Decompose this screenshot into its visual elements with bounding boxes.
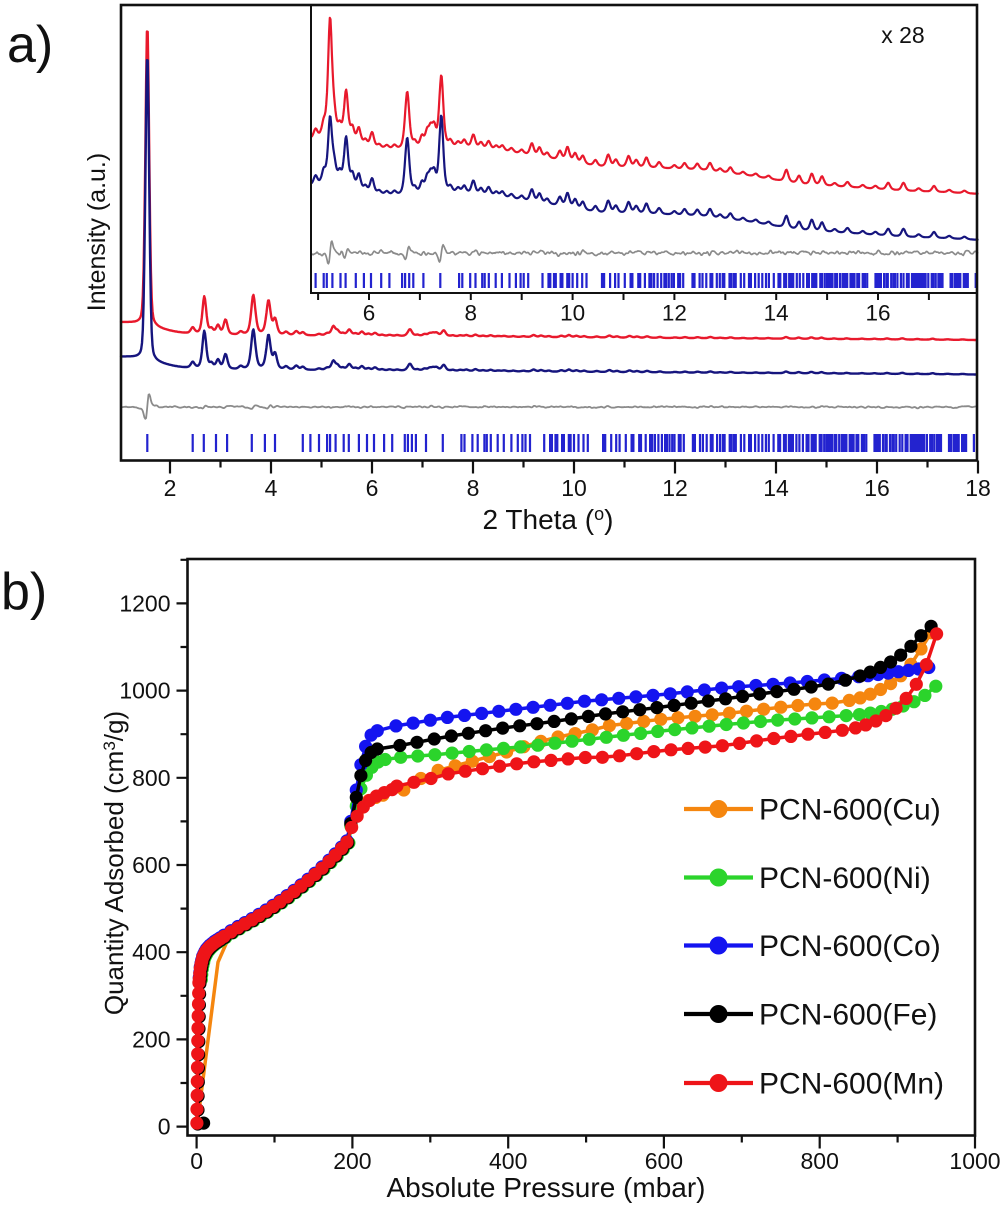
svg-text:0: 0 [158,1114,171,1140]
svg-text:18: 18 [965,475,991,501]
svg-text:1000: 1000 [119,678,170,704]
svg-text:x 28: x 28 [881,22,924,48]
svg-text:PCN-600(Fe): PCN-600(Fe) [759,999,937,1032]
svg-text:400: 400 [132,939,170,965]
svg-text:4: 4 [265,475,278,501]
svg-text:a): a) [7,16,53,74]
svg-text:400: 400 [489,1148,527,1174]
svg-text:2: 2 [164,475,177,501]
svg-text:PCN-600(Cu): PCN-600(Cu) [759,794,941,827]
svg-text:Quantity Adsorbed (cm3/g): Quantity Adsorbed (cm3/g) [99,711,129,1015]
svg-text:1000: 1000 [949,1148,1000,1174]
svg-text:200: 200 [132,1026,170,1052]
svg-text:14: 14 [764,301,789,326]
svg-text:10: 10 [561,475,587,501]
svg-text:PCN-600(Ni): PCN-600(Ni) [759,862,931,895]
svg-text:b): b) [1,563,47,621]
svg-text:6: 6 [366,475,379,501]
svg-text:PCN-600(Mn): PCN-600(Mn) [759,1068,944,1101]
svg-text:10: 10 [560,301,585,326]
svg-text:2 Theta (o): 2 Theta (o) [483,504,614,535]
svg-text:PCN-600(Co): PCN-600(Co) [759,930,941,963]
svg-text:800: 800 [132,765,170,791]
svg-text:Intensity (a.u.): Intensity (a.u.) [83,153,111,311]
svg-text:8: 8 [467,475,480,501]
svg-text:8: 8 [465,301,478,326]
svg-text:6: 6 [363,301,376,326]
svg-text:600: 600 [132,852,170,878]
svg-text:Absolute Pressure (mbar): Absolute Pressure (mbar) [386,1172,705,1203]
svg-text:200: 200 [333,1148,371,1174]
svg-text:800: 800 [801,1148,839,1174]
svg-text:1200: 1200 [119,590,170,616]
svg-text:12: 12 [662,475,688,501]
svg-text:16: 16 [864,475,890,501]
svg-text:600: 600 [645,1148,683,1174]
svg-text:12: 12 [662,301,687,326]
svg-text:16: 16 [865,301,890,326]
svg-text:14: 14 [763,475,789,501]
svg-text:0: 0 [190,1148,203,1174]
